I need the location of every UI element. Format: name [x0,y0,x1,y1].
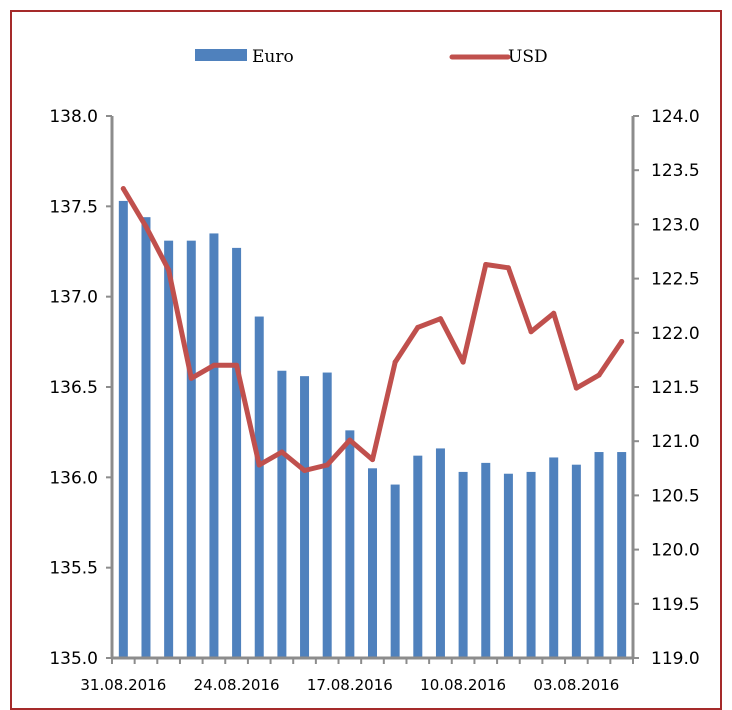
right-tick-label: 123.0 [651,215,700,235]
bar-euro [390,484,400,658]
right-tick-label: 120.0 [651,541,700,561]
bar-euro [186,240,196,658]
point-usd [551,310,557,316]
bar-euro [345,430,355,658]
right-tick-label: 122.5 [651,270,700,290]
bar-euro [322,372,332,658]
point-usd [460,359,466,365]
bar-euro [571,464,581,658]
point-usd [347,437,353,443]
point-usd [302,467,308,473]
point-usd [392,359,398,365]
bar-euro [458,471,468,658]
bar-euro [503,473,513,658]
bar-euro [209,233,219,658]
bar-euro [300,376,310,658]
left-tick-label: 136.0 [49,468,98,488]
bar-euro [277,370,287,658]
bar-euro [413,455,423,658]
bar-euro [594,452,604,658]
bar-euro [368,468,377,658]
bar-euro [617,452,627,658]
point-usd [256,462,262,468]
legend: Euro USD [195,47,548,67]
bars-group [118,200,627,659]
point-usd [370,457,375,463]
x-tick-label: 24.08.2016 [194,676,280,694]
labels-group: 135.0 135.5 136.0 136.5 137.0 137.5 138.0 119.0… [49,107,699,694]
x-tick-label: 10.08.2016 [420,676,506,694]
point-usd [143,224,149,230]
point-usd [505,265,511,271]
point-usd [234,362,240,368]
right-tick-label: 123.5 [651,161,700,181]
x-tick-label: 17.08.2016 [307,676,393,694]
left-tick-label: 137.5 [49,197,98,217]
left-tick-label: 136.5 [49,378,98,398]
right-tick-label: 120.5 [651,486,700,506]
legend-label-usd: USD [508,47,548,67]
bar-euro [526,471,536,658]
bar-euro [164,240,174,658]
bar-euro [232,247,242,659]
point-usd [415,324,421,330]
right-tick-label: 122.0 [651,324,700,344]
right-tick-label: 119.0 [651,649,700,669]
point-usd [483,262,489,268]
point-usd [619,338,625,344]
left-tick-label: 137.0 [49,288,98,308]
point-usd [279,449,285,455]
axes-group [106,115,639,664]
line-group [120,186,625,473]
point-usd [324,462,330,468]
bar-euro [481,462,491,658]
point-usd [528,329,534,335]
chart-svg: Euro USD 135.0135.5136.0136.5137.0137.51… [49,47,699,694]
bar-euro [549,457,559,658]
right-tick-label: 121.5 [651,378,700,398]
bar-euro [435,448,445,658]
left-tick-label: 135.0 [49,649,98,669]
point-usd [188,375,194,381]
line-usd [120,186,625,473]
bar-euro [118,200,128,658]
right-tick-label: 124.0 [651,107,700,127]
bar-euro [141,217,151,658]
left-tick-label: 138.0 [49,107,98,127]
point-usd [166,267,172,273]
legend-label-euro: Euro [252,47,294,67]
bar-euro [254,316,264,658]
point-usd [120,186,126,192]
point-usd [573,385,579,391]
left-tick-label: 135.5 [49,559,98,579]
point-usd [596,372,602,378]
legend-swatch-euro [195,49,247,61]
right-tick-label: 119.5 [651,595,700,615]
right-tick-label: 121.0 [651,432,700,452]
point-usd [211,362,217,368]
x-tick-label: 31.08.2016 [80,676,166,694]
x-tick-label: 03.08.2016 [533,676,619,694]
point-usd [437,316,443,322]
